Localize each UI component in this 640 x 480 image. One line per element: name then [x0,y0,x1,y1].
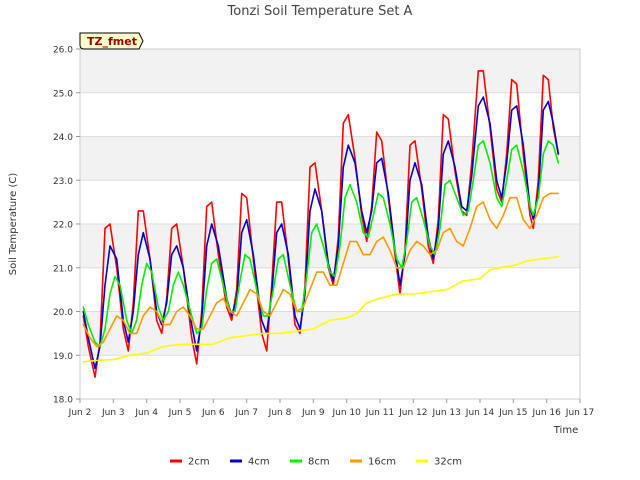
grid-band [80,224,580,268]
grid-band [80,136,580,181]
x-tick-label: Jun 12 [398,408,427,418]
y-tick-label: 20.0 [53,308,73,318]
y-tick-label: 22.0 [53,221,73,231]
x-tick-label: Jun 11 [365,408,394,418]
x-tick-label: Jun 8 [268,408,292,418]
annotation-box: TZ_fmet [79,32,144,50]
y-tick-label: 26.0 [53,46,73,56]
legend-label: 4cm [248,457,270,468]
y-tick-label: 18.0 [53,396,73,406]
legend-item-8cm: 8cm [290,457,330,468]
x-axis-label: Time [553,425,578,436]
legend: 2cm 4cm 8cm 16cm 32cm [170,457,462,468]
x-tick-label: Jun 14 [465,408,495,418]
x-tick-label: Jun 6 [201,408,225,418]
grid-band [80,49,580,93]
y-tick-label: 25.0 [53,89,73,99]
x-axis-ticks: Jun 2 Jun 3 Jun 4 Jun 5 Jun 6 Jun 7 Jun 8 Jun 9… [68,399,594,418]
legend-item-16cm: 16cm [350,457,396,468]
x-tick-label: Jun 16 [531,408,561,418]
x-tick-label: Jun 3 [101,408,125,418]
annotation-label: TZ_fmet [87,35,137,48]
legend-item-32cm: 32cm [416,457,462,468]
x-tick-label: Jun 15 [498,408,527,418]
legend-item-2cm: 2cm [170,457,210,468]
x-tick-label: Jun 13 [431,408,460,418]
y-axis-ticks: 18.0 19.0 20.0 21.0 22.0 23.0 24.0 25.0 26.0 [53,46,80,406]
legend-label: 32cm [434,457,462,468]
x-tick-label: Jun 2 [68,408,92,418]
chart-title: Tonzi Soil Temperature Set A [227,4,413,19]
x-tick-label: Jun 4 [134,408,158,418]
legend-item-4cm: 4cm [230,457,270,468]
legend-label: 16cm [368,457,396,468]
x-tick-label: Jun 5 [168,408,192,418]
grid-bands [80,49,580,356]
y-tick-label: 19.0 [53,352,73,362]
annotation-box-background [79,32,144,50]
legend-label: 8cm [308,457,330,468]
x-tick-label: Jun 7 [234,408,258,418]
series-line-8cm [82,140,560,348]
y-tick-label: 21.0 [53,264,73,274]
legend-label: 2cm [188,457,210,468]
series-line-16cm [82,192,560,348]
x-tick-label: Jun 17 [565,408,594,418]
series-line-32cm [82,255,560,363]
grid-band [80,311,580,356]
x-tick-label: Jun 9 [301,408,325,418]
series-line-4cm [82,96,560,370]
x-tick-label: Jun 10 [331,408,361,418]
series-group [82,70,560,378]
y-tick-label: 23.0 [53,177,73,187]
y-tick-label: 24.0 [53,133,73,143]
y-axis-label: Soil Temperature (C) [8,173,19,276]
